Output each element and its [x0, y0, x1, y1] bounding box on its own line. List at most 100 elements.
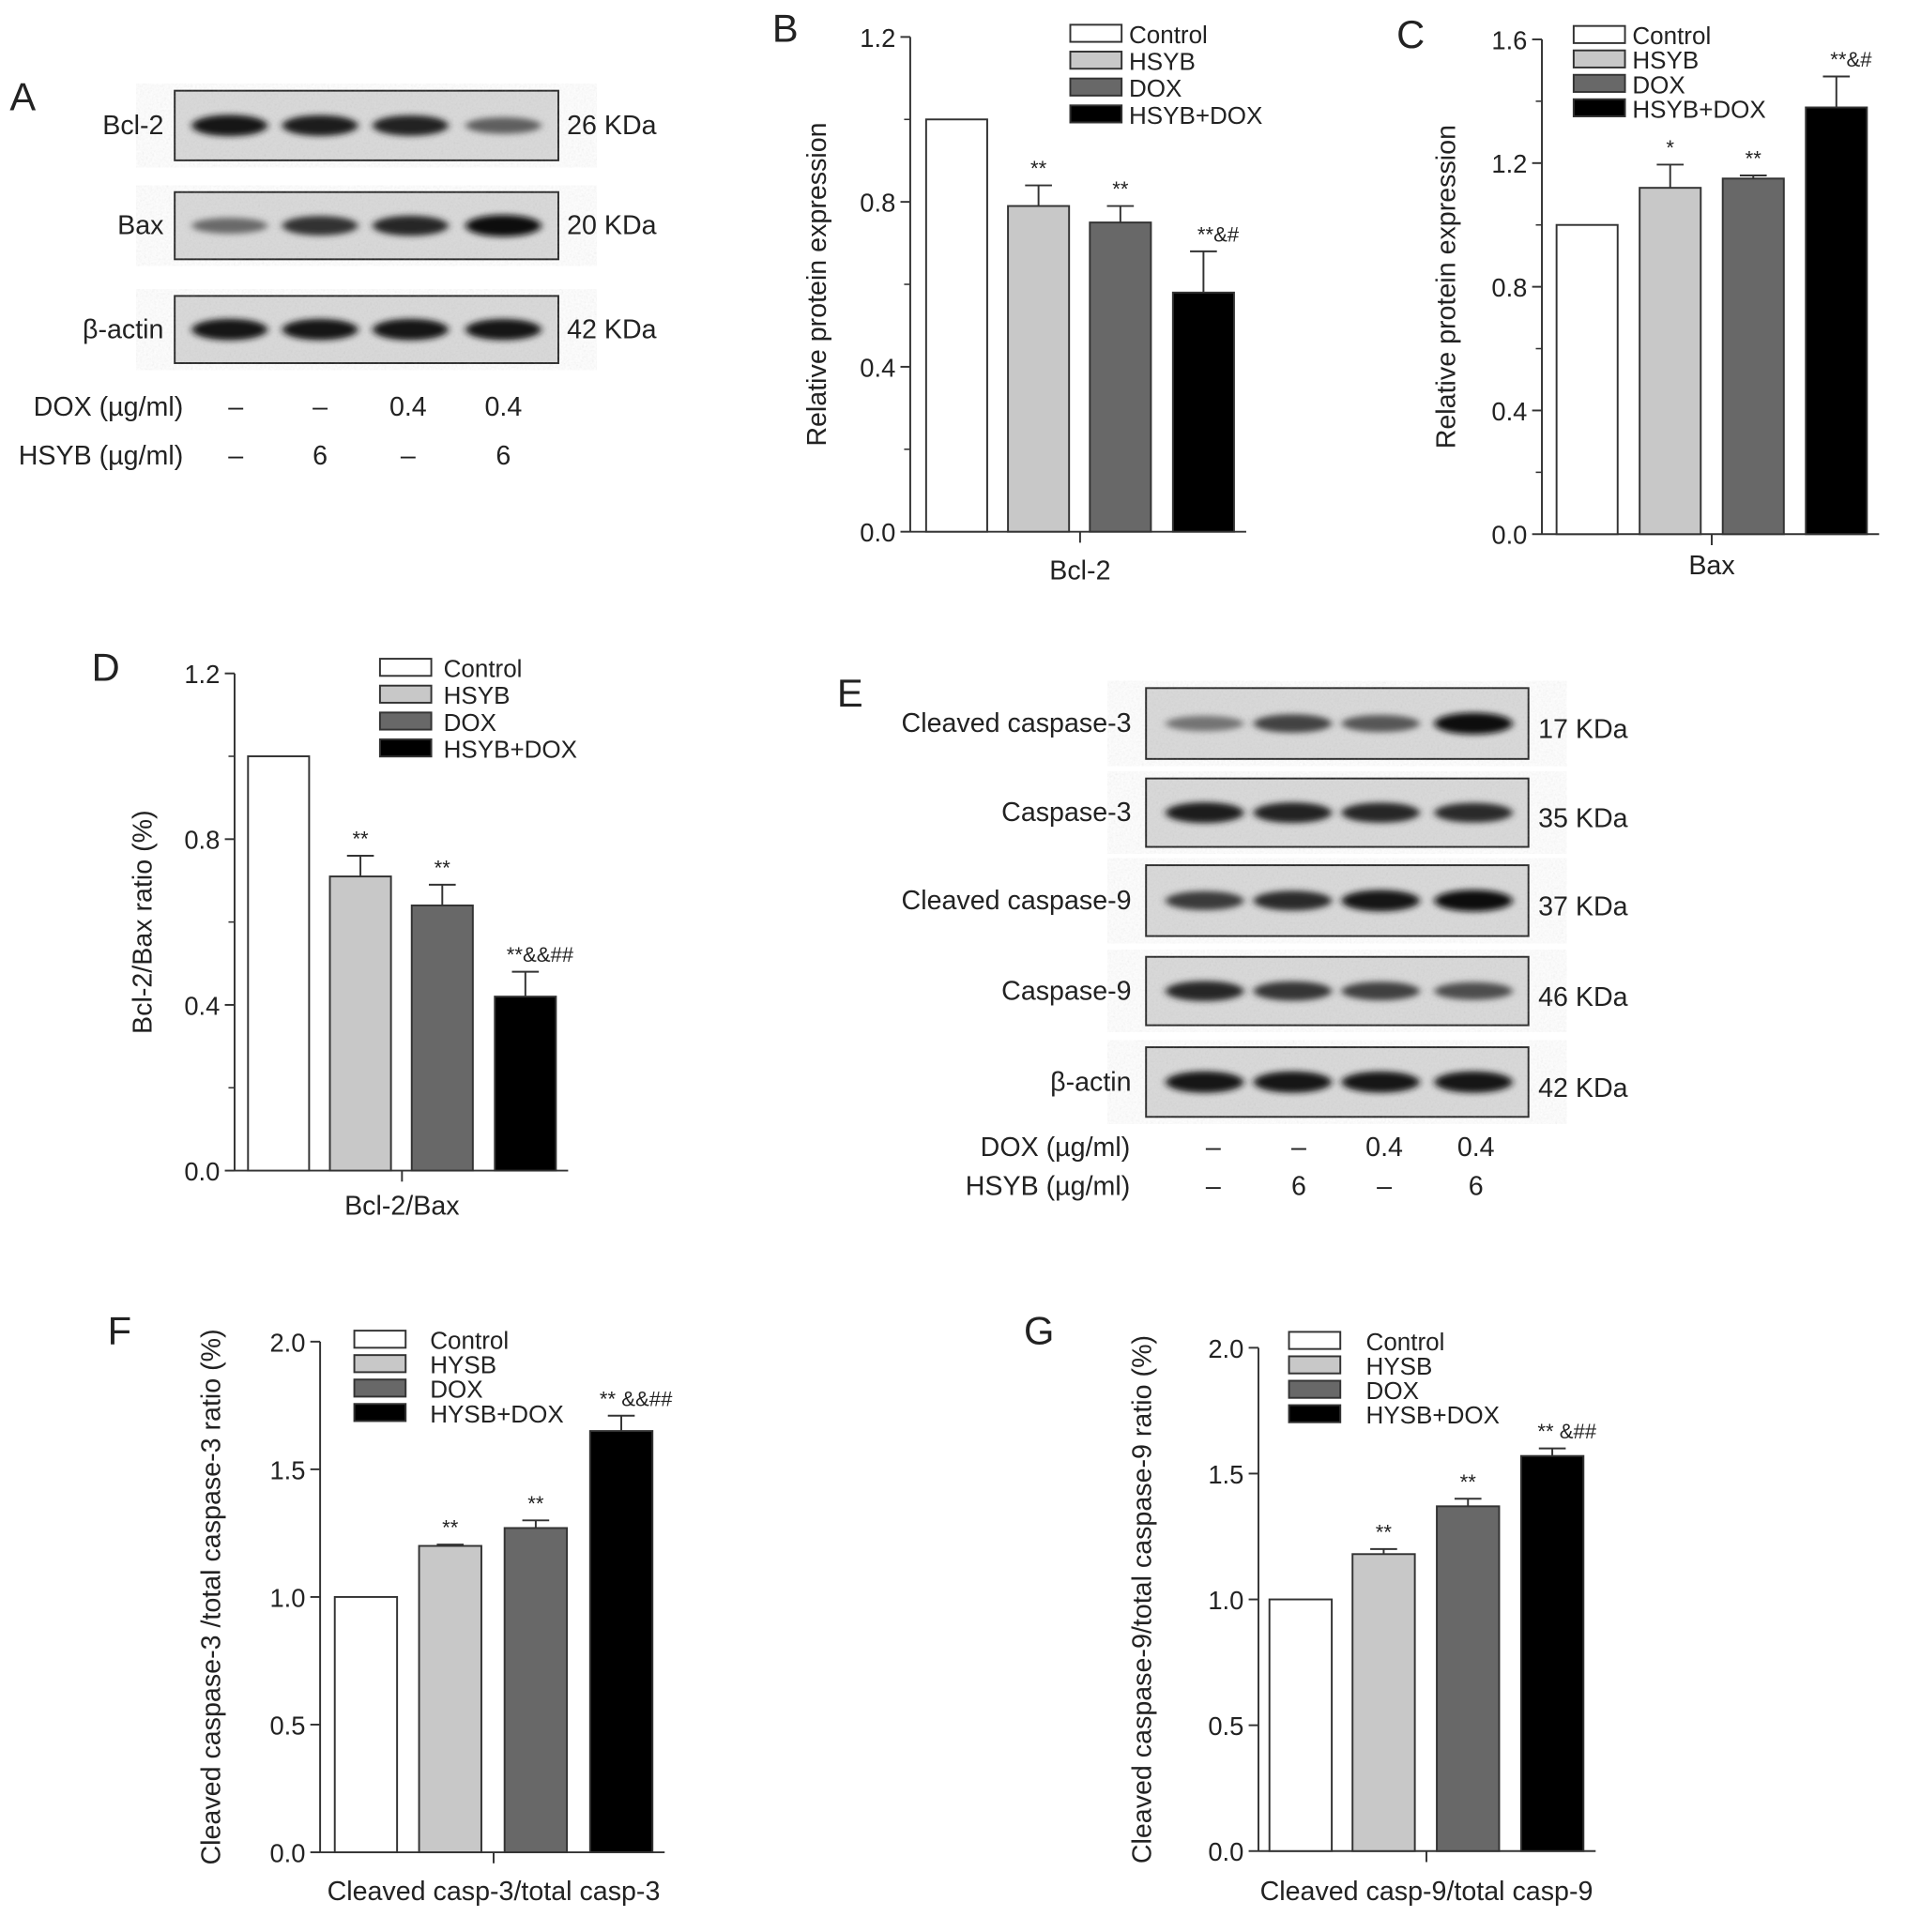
protein-band	[282, 114, 358, 136]
y-tick-label: 1.5	[269, 1455, 305, 1484]
legend-swatch	[1069, 104, 1123, 124]
legend-label: Control	[1632, 22, 1711, 50]
significance-annotation: **&&##	[507, 943, 574, 966]
bar-hsyb-dox	[1171, 291, 1235, 533]
legend-label: HSYB+DOX	[1129, 101, 1262, 129]
treatment-dose: –	[1291, 1133, 1306, 1163]
legend-label: HSYB	[444, 681, 511, 709]
protein-band	[1341, 890, 1420, 912]
legend-label: Control	[444, 655, 523, 683]
significance-annotation: **	[1376, 1520, 1393, 1544]
molecular-weight-label: 20 KDa	[567, 211, 657, 241]
legend-swatch	[1572, 73, 1626, 93]
significance-annotation: **	[527, 1492, 544, 1515]
significance-annotation: *	[1666, 136, 1674, 160]
y-tick-label: 1.0	[1208, 1586, 1243, 1615]
bar-chart-panel-D: D 0.0 0.4 0.8 1.2 Bcl-2/Bax ratio (%) Bcl-2/Ba…	[92, 646, 577, 1222]
molecular-weight-label: 42 KDa	[1538, 1073, 1628, 1103]
treatment-dose: –	[401, 441, 416, 471]
protein-band	[1253, 714, 1333, 733]
y-tick-label: 0.0	[860, 518, 895, 547]
significance-annotation: ** &&##	[600, 1387, 673, 1410]
molecular-weight-label: 42 KDa	[567, 314, 657, 344]
legend-swatch	[378, 684, 433, 704]
treatment-dose: –	[228, 441, 243, 471]
treatment-dose: 0.4	[1365, 1133, 1403, 1163]
y-tick-label: 0.5	[1208, 1711, 1243, 1741]
panel-label: G	[1024, 1308, 1054, 1352]
bar-hysb-dox	[1519, 1454, 1585, 1852]
legend-swatch	[1288, 1355, 1342, 1375]
bar-control	[333, 1595, 399, 1854]
legend-swatch	[1288, 1404, 1342, 1423]
bar-hsyb	[1007, 205, 1071, 533]
legend-swatch	[1288, 1379, 1342, 1399]
treatment-dose: –	[1206, 1172, 1221, 1202]
y-tick-label: 0.0	[1208, 1837, 1243, 1866]
bar-hsyb	[328, 875, 392, 1172]
legend-label: HYSB	[1366, 1352, 1433, 1380]
blot-row: Caspase-9 46 KDa	[1001, 955, 1628, 1027]
protein-label: Caspase-3	[1001, 798, 1131, 828]
protein-band	[465, 116, 541, 134]
legend-label: Control	[1129, 21, 1208, 49]
bar-hysb	[418, 1544, 482, 1854]
protein-band	[1341, 714, 1420, 733]
treatment-label: HSYB (µg/ml)	[966, 1172, 1131, 1202]
protein-band	[1166, 981, 1244, 1001]
legend-label: DOX	[430, 1376, 482, 1404]
bar-chart-panel-C: C 0.0 0.4 0.8 1.2 1.6 Relative protein express…	[1396, 12, 1880, 581]
protein-label: Caspase-9	[1001, 976, 1131, 1006]
blot-row: Bcl-2 26 KDa	[102, 89, 657, 161]
legend-swatch	[1572, 49, 1626, 68]
protein-band	[1166, 715, 1244, 732]
legend-swatch	[353, 1330, 407, 1349]
y-tick-label: 0.0	[184, 1157, 220, 1186]
legend-swatch	[1069, 51, 1123, 70]
treatment-label: HSYB (µg/ml)	[19, 441, 184, 471]
treatment-dose: –	[228, 392, 243, 422]
treatment-dose: 0.4	[1457, 1133, 1495, 1163]
legend-label: HSYB	[1129, 48, 1196, 76]
bar-control	[1268, 1598, 1334, 1852]
y-tick-label: 0.8	[860, 189, 895, 218]
significance-annotation: **	[1746, 147, 1762, 171]
bar-dox	[410, 904, 474, 1172]
legend-swatch	[1572, 98, 1626, 117]
protein-band	[1166, 802, 1244, 824]
treatment-dose: –	[1377, 1172, 1392, 1202]
y-tick-label: 1.2	[860, 23, 895, 53]
bar-dox	[503, 1527, 569, 1854]
protein-band	[191, 218, 268, 234]
legend-swatch	[353, 1354, 407, 1374]
protein-label: Cleaved caspase-3	[902, 708, 1132, 738]
protein-band	[465, 318, 541, 341]
protein-band	[1253, 981, 1333, 1001]
treatment-dose: 6	[1291, 1172, 1306, 1202]
panel-label: C	[1396, 12, 1425, 56]
legend-label: DOX	[1366, 1377, 1419, 1405]
bar-dox	[1436, 1505, 1501, 1852]
y-tick-label: 0.8	[184, 826, 220, 855]
bar-dox	[1089, 221, 1152, 533]
protein-label: β-actin	[1050, 1067, 1131, 1097]
protein-band	[1166, 1071, 1244, 1093]
legend-label: HYSB+DOX	[1366, 1401, 1500, 1429]
legend-swatch	[378, 658, 433, 677]
significance-annotation: **	[1460, 1470, 1477, 1494]
significance-annotation: **	[1112, 177, 1129, 201]
protein-band	[373, 318, 449, 341]
legend-label: HSYB+DOX	[444, 736, 577, 764]
legend-label: DOX	[444, 708, 496, 737]
treatment-dose: –	[1206, 1133, 1221, 1163]
legend-swatch	[353, 1378, 407, 1398]
y-tick-label: 0.0	[1491, 521, 1527, 550]
panel-label: E	[837, 671, 863, 715]
blot-row: Caspase-3 35 KDa	[1001, 777, 1628, 848]
x-axis-label: Bax	[1688, 551, 1734, 581]
significance-annotation: **	[352, 828, 369, 851]
